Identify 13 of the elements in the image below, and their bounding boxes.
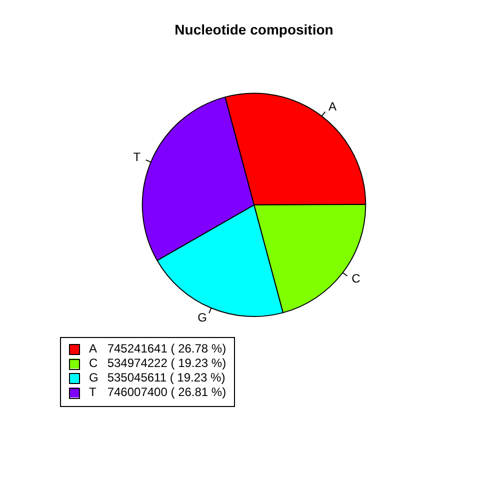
slice-label: C [352,272,361,286]
chart-title: Nucleotide composition [174,21,334,38]
data-label: 535045611 ( 19.23 %) [107,370,226,384]
data-label: 745241641 ( 26.78 %) [107,341,226,356]
slice-label: A [328,100,337,114]
data-label: 746007400 ( 26.81 %) [107,384,226,399]
legend-label: C [89,356,98,370]
data-label: 534974222 ( 19.23 %) [107,356,226,370]
slice-label: T [133,150,142,164]
legend-label: A [89,341,98,356]
legend-label: T [89,384,97,399]
legend-label: G [89,370,98,384]
slice-label: G [198,310,207,325]
